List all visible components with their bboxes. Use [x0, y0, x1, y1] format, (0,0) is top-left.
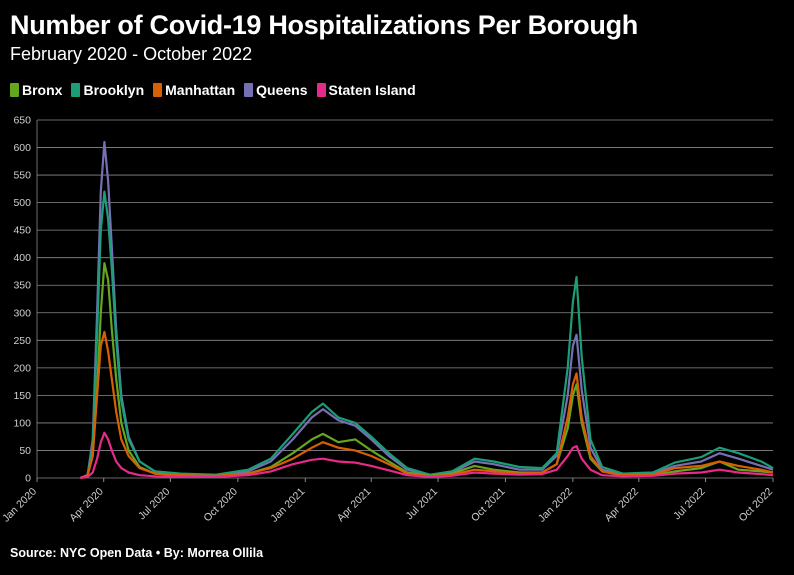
x-tick-label: Jul 2020	[136, 486, 173, 523]
source-credit: Source: NYC Open Data • By: Morrea Ollil…	[10, 546, 264, 560]
y-tick-label: 50	[19, 445, 31, 457]
series-line-brooklyn	[79, 190, 774, 480]
legend-swatch-staten-island	[316, 83, 326, 97]
legend-label-staten-island: Staten Island	[328, 82, 416, 98]
y-tick-label: 450	[13, 225, 31, 237]
y-tick-label: 200	[13, 362, 31, 374]
x-tick-label: Apr 2021	[335, 486, 374, 525]
legend-item-brooklyn: Brooklyn	[71, 82, 144, 98]
y-tick-label: 550	[13, 170, 31, 182]
series-line-staten-island	[80, 431, 774, 480]
y-tick-label: 150	[13, 390, 31, 402]
x-tick-label: Jan 2020	[0, 486, 39, 525]
legend: Bronx Brooklyn Manhattan Queens Staten I…	[10, 82, 416, 98]
chart-grid	[36, 119, 773, 479]
y-tick-label: 400	[13, 252, 31, 264]
legend-item-bronx: Bronx	[10, 82, 62, 98]
legend-label-brooklyn: Brooklyn	[83, 82, 145, 98]
legend-item-manhattan: Manhattan	[153, 82, 235, 98]
series-line-queens	[79, 140, 774, 480]
x-tick-label: Oct 2020	[201, 486, 240, 525]
y-tick-label: 650	[13, 115, 31, 127]
y-tick-label: 600	[13, 142, 31, 154]
legend-item-queens: Queens	[244, 82, 308, 98]
y-tick-label: 0	[25, 473, 31, 485]
legend-swatch-queens	[244, 83, 254, 97]
y-tick-label: 100	[13, 417, 31, 429]
x-axis: Jan 2020 Apr 2020 Jul 2020 Oct 2020 Jan 2021…	[0, 478, 775, 525]
y-tick-label: 500	[13, 197, 31, 209]
legend-swatch-bronx	[10, 83, 19, 97]
series-line-manhattan	[79, 330, 774, 480]
series-lines	[79, 140, 774, 480]
legend-label-manhattan: Manhattan	[165, 82, 236, 98]
x-tick-label: Apr 2022	[602, 486, 641, 525]
x-tick-label: Jan 2021	[268, 486, 307, 525]
x-tick-label: Jul 2022	[671, 486, 708, 523]
legend-swatch-brooklyn	[71, 83, 81, 97]
x-tick-label: Oct 2022	[736, 486, 775, 525]
series-line-bronx	[79, 262, 774, 480]
legend-swatch-manhattan	[153, 83, 163, 97]
chart-title: Number of Covid-19 Hospitalizations Per …	[10, 10, 638, 40]
line-chart: 050100150200250300350400450500550600650 …	[0, 115, 775, 525]
legend-label-queens: Queens	[256, 82, 308, 98]
x-tick-label: Jan 2022	[536, 486, 575, 525]
y-tick-label: 350	[13, 280, 31, 292]
x-tick-label: Apr 2020	[67, 486, 106, 525]
x-tick-label: Oct 2021	[469, 486, 508, 525]
legend-item-staten-island: Staten Island	[316, 82, 416, 98]
chart-subtitle: February 2020 - October 2022	[10, 44, 253, 64]
legend-label-bronx: Bronx	[22, 82, 63, 98]
y-tick-label: 250	[13, 335, 31, 347]
y-axis: 0 50 100 150 200 250 300 350 400 450 500 550 600 650	[13, 115, 31, 485]
y-tick-label: 300	[13, 307, 31, 319]
x-tick-label: Jul 2021	[404, 486, 441, 523]
